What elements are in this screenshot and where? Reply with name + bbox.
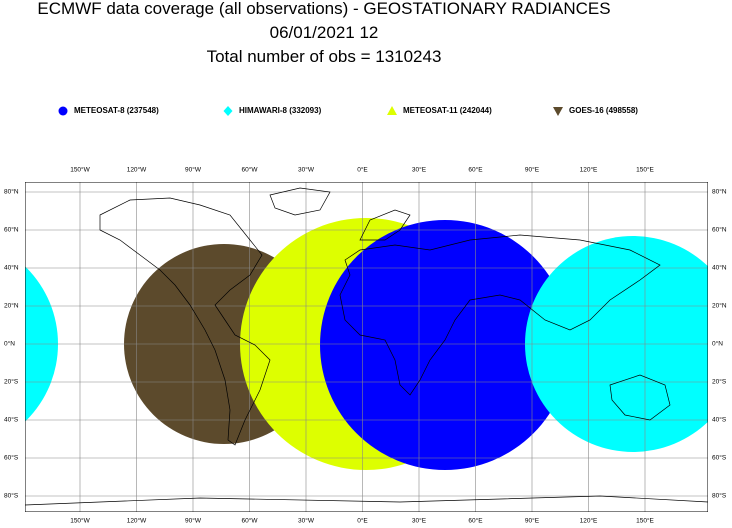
lat-label: 80°S <box>4 492 19 500</box>
title-line: ECMWF data coverage (all observations) -… <box>37 0 610 18</box>
lat-label: 40°N <box>712 264 727 272</box>
lon-label: 90°E <box>525 517 540 525</box>
lat-label: 20°S <box>712 378 727 386</box>
title-line: 06/01/2021 12 <box>270 23 379 42</box>
lon-label: 0°E <box>357 166 368 174</box>
coastlines <box>25 187 708 506</box>
lon-label: 30°E <box>412 166 427 174</box>
legend-symbol <box>553 107 563 116</box>
lon-label: 60°W <box>242 166 259 174</box>
lat-label: 60°N <box>712 226 727 234</box>
lat-label: 80°S <box>712 492 727 500</box>
lon-label: 0°E <box>357 517 368 525</box>
lat-label: 80°N <box>4 188 19 196</box>
lat-label: 0°N <box>712 340 723 348</box>
lon-label: 60°W <box>242 517 259 525</box>
lon-label: 120°W <box>127 166 147 174</box>
lat-label: 40°S <box>712 416 727 424</box>
lon-label: 90°W <box>185 517 202 525</box>
lon-label: 90°W <box>185 166 202 174</box>
legend-symbol <box>58 106 68 116</box>
lat-label: 40°S <box>4 416 19 424</box>
graticule <box>25 182 708 512</box>
lat-label: 80°N <box>712 188 727 196</box>
legend-label: METEOSAT-8 (237548) <box>74 106 159 115</box>
lon-label: 30°W <box>298 166 315 174</box>
lon-label: 90°E <box>525 166 540 174</box>
lon-label: 30°E <box>412 517 427 525</box>
lat-label: 20°N <box>712 302 727 310</box>
legend-symbol <box>223 106 233 116</box>
lat-label: 20°S <box>4 378 19 386</box>
lat-label: 0°N <box>4 340 15 348</box>
lon-label: 150°W <box>70 166 90 174</box>
lon-label: 150°E <box>636 166 654 174</box>
lon-label: 120°W <box>127 517 147 525</box>
legend-label: GOES-16 (498558) <box>569 106 638 115</box>
lon-label: 150°E <box>636 517 654 525</box>
lon-label: 120°E <box>580 166 598 174</box>
lon-label: 60°E <box>468 166 483 174</box>
legend: METEOSAT-8 (237548) HIMAWARI-8 (332093) … <box>58 106 638 116</box>
lat-label: 60°S <box>712 454 727 462</box>
lat-label: 40°N <box>4 264 19 272</box>
coverage-meteosat8 <box>320 220 570 470</box>
axis-labels: 150°W 150°W 120°W 120°W 90°W 90°W 60°W 60°W 30°W… <box>4 166 727 525</box>
lon-label: 30°W <box>298 517 315 525</box>
lon-label: 60°E <box>468 517 483 525</box>
lon-label: 150°W <box>70 517 90 525</box>
legend-label: METEOSAT-11 (242044) <box>403 106 492 115</box>
lat-label: 20°N <box>4 302 19 310</box>
legend-label: HIMAWARI-8 (332093) <box>239 106 322 115</box>
lat-label: 60°S <box>4 454 19 462</box>
legend-symbol <box>387 106 397 115</box>
title-line: Total number of obs = 1310243 <box>207 47 442 66</box>
lon-label: 120°E <box>580 517 598 525</box>
lat-label: 60°N <box>4 226 19 234</box>
map <box>25 182 708 512</box>
